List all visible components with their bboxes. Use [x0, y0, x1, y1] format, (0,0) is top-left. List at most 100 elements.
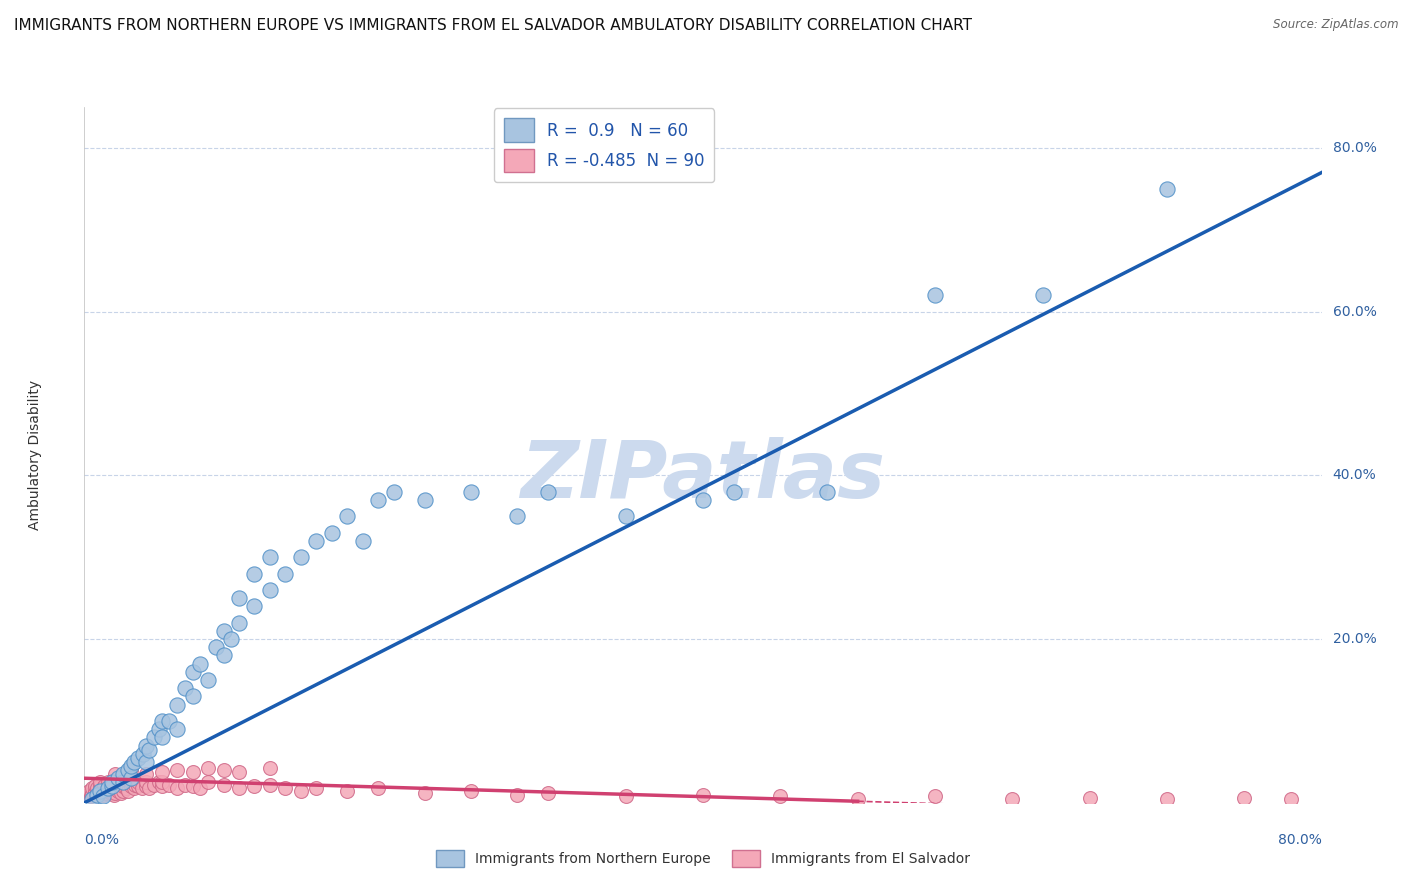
Point — [150, 714, 173, 728]
Text: 60.0%: 60.0% — [1333, 305, 1376, 318]
Point — [143, 778, 166, 792]
Point — [181, 690, 204, 704]
Point — [98, 780, 121, 795]
Point — [166, 698, 188, 712]
Point — [84, 780, 107, 794]
Point — [112, 775, 135, 789]
Point — [107, 771, 129, 785]
Point — [692, 492, 714, 507]
Point — [692, 788, 714, 802]
Point — [117, 783, 139, 797]
Point — [112, 775, 135, 789]
Point — [159, 778, 180, 792]
Point — [367, 780, 389, 795]
Point — [77, 783, 100, 797]
Point — [1156, 791, 1178, 805]
Point — [352, 533, 374, 548]
Point — [76, 788, 98, 802]
Point — [131, 780, 153, 795]
Point — [460, 783, 482, 797]
Point — [96, 775, 118, 789]
Point — [1233, 790, 1256, 805]
Point — [96, 783, 118, 797]
Point — [82, 786, 104, 800]
Point — [212, 648, 235, 663]
Point — [846, 791, 869, 805]
Text: IMMIGRANTS FROM NORTHERN EUROPE VS IMMIGRANTS FROM EL SALVADOR AMBULATORY DISABI: IMMIGRANTS FROM NORTHERN EUROPE VS IMMIG… — [14, 18, 972, 33]
Point — [197, 761, 219, 775]
Point — [159, 714, 180, 728]
Point — [274, 780, 297, 795]
Point — [305, 780, 328, 795]
Point — [1078, 790, 1101, 805]
Point — [124, 778, 146, 792]
Point — [103, 788, 125, 802]
Point — [259, 582, 281, 597]
Point — [107, 778, 129, 792]
Point — [93, 780, 115, 794]
Point — [132, 747, 155, 761]
Point — [86, 780, 108, 795]
Point — [336, 509, 359, 524]
Point — [290, 783, 312, 797]
Point — [89, 775, 111, 789]
Point — [122, 755, 145, 769]
Point — [166, 722, 188, 736]
Point — [769, 789, 792, 804]
Point — [82, 791, 104, 805]
Point — [120, 759, 142, 773]
Point — [382, 484, 405, 499]
Point — [614, 789, 637, 804]
Text: 80.0%: 80.0% — [1333, 141, 1376, 155]
Point — [367, 492, 389, 507]
Text: 80.0%: 80.0% — [1278, 833, 1322, 847]
Point — [135, 755, 157, 769]
Text: 40.0%: 40.0% — [1333, 468, 1376, 483]
Point — [460, 484, 482, 499]
Text: 0.0%: 0.0% — [84, 833, 120, 847]
Point — [87, 788, 110, 802]
Point — [104, 780, 127, 795]
Point — [127, 751, 149, 765]
Point — [82, 780, 104, 795]
Point — [212, 763, 235, 777]
Point — [506, 509, 529, 524]
Point — [259, 550, 281, 565]
Point — [110, 786, 132, 800]
Point — [150, 764, 173, 779]
Point — [101, 783, 124, 797]
Point — [537, 484, 560, 499]
Point — [212, 624, 235, 638]
Point — [614, 509, 637, 524]
Text: Ambulatory Disability: Ambulatory Disability — [28, 380, 42, 530]
Point — [181, 764, 204, 779]
Point — [150, 780, 173, 794]
Point — [506, 788, 529, 802]
Point — [924, 789, 946, 804]
Point — [150, 731, 173, 745]
Point — [148, 775, 170, 789]
Legend: Immigrants from Northern Europe, Immigrants from El Salvador: Immigrants from Northern Europe, Immigra… — [430, 845, 976, 872]
Point — [1156, 182, 1178, 196]
Point — [723, 484, 745, 499]
Point — [1032, 288, 1054, 302]
Point — [96, 780, 118, 794]
Point — [122, 780, 145, 795]
Point — [120, 780, 142, 794]
Point — [259, 778, 281, 792]
Point — [219, 632, 242, 646]
Point — [135, 780, 157, 794]
Point — [290, 550, 312, 565]
Point — [138, 742, 160, 756]
Point — [243, 780, 266, 794]
Point — [135, 775, 157, 789]
Point — [79, 789, 101, 804]
Point — [104, 767, 127, 781]
Point — [104, 786, 127, 800]
Point — [135, 739, 157, 753]
Point — [321, 525, 343, 540]
Point — [259, 761, 281, 775]
Point — [89, 780, 111, 794]
Text: ZIPatlas: ZIPatlas — [520, 437, 886, 515]
Point — [228, 764, 250, 779]
